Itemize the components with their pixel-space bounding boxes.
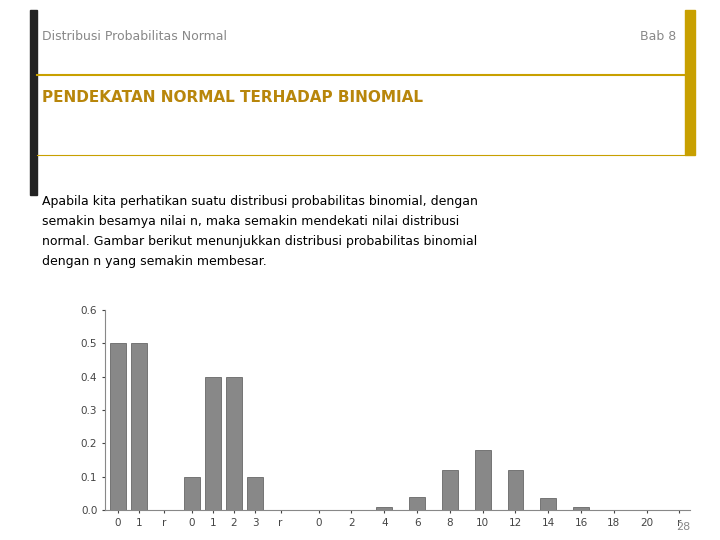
Bar xyxy=(540,498,556,510)
Bar xyxy=(573,507,589,510)
Bar xyxy=(247,477,263,510)
Bar xyxy=(205,377,221,510)
Bar xyxy=(474,450,490,510)
Text: Bab 8: Bab 8 xyxy=(640,30,676,43)
Bar xyxy=(377,507,392,510)
Text: Apabila kita perhatikan suatu distribusi probabilitas binomial, dengan
semakin b: Apabila kita perhatikan suatu distribusi… xyxy=(42,195,478,268)
Bar xyxy=(226,377,242,510)
Bar xyxy=(409,497,425,510)
Text: PENDEKATAN NORMAL TERHADAP BINOMIAL: PENDEKATAN NORMAL TERHADAP BINOMIAL xyxy=(42,90,423,105)
Text: Distribusi Probabilitas Normal: Distribusi Probabilitas Normal xyxy=(42,30,227,43)
Bar xyxy=(131,343,147,510)
Bar xyxy=(508,470,523,510)
Bar xyxy=(184,477,199,510)
Bar xyxy=(109,343,125,510)
Text: 28: 28 xyxy=(676,522,690,532)
Bar xyxy=(442,470,458,510)
